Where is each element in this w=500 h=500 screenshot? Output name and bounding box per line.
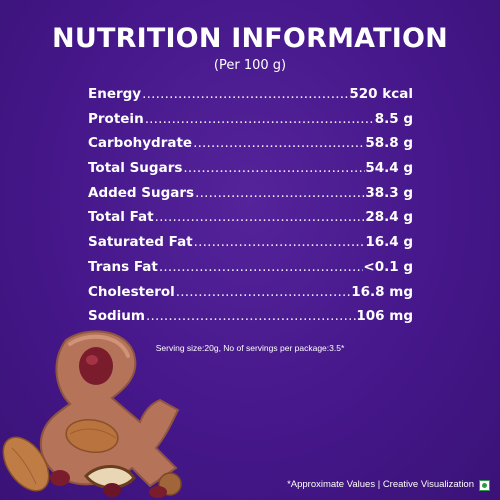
dot-leader: ........................................… <box>175 283 351 300</box>
nutrient-value: 58.8 g <box>365 135 413 152</box>
page-title: NUTRITION INFORMATION <box>52 23 448 54</box>
nutrient-name: Cholesterol <box>88 283 175 300</box>
dot-leader: ........................................… <box>158 258 364 275</box>
nutrient-value: 28.4 g <box>365 209 413 226</box>
chocolate-ampersand-with-nuts-icon <box>2 330 182 498</box>
dot-leader: ........................................… <box>193 135 365 152</box>
dot-leader: ........................................… <box>195 184 365 201</box>
nutrient-table: Energy .................................… <box>88 86 413 333</box>
nutrient-value: 16.8 mg <box>351 283 413 300</box>
nutrient-name: Saturated Fat <box>88 234 193 251</box>
nutrient-name: Protein <box>88 110 144 127</box>
nutrient-row-trans-fat: Trans Fat ..............................… <box>88 259 413 284</box>
nutrient-value: 8.5 g <box>374 110 413 127</box>
page-subtitle: (Per 100 g) <box>213 58 287 73</box>
nutrient-row-carbohydrate: Carbohydrate ...........................… <box>88 135 413 160</box>
serving-size-note: Serving size:20g, No of servings per pac… <box>155 343 345 353</box>
nutrient-name: Sodium <box>88 308 145 325</box>
nutrient-value: 106 mg <box>356 308 413 325</box>
footer-disclaimer: *Approximate Values | Creative Visualiza… <box>287 478 490 492</box>
veg-symbol-icon <box>479 479 490 491</box>
nutrient-name: Total Sugars <box>88 160 183 177</box>
nutrient-name: Added Sugars <box>88 184 195 201</box>
dot-leader: ........................................… <box>142 86 349 102</box>
nutrient-row-saturated-fat: Saturated Fat ..........................… <box>88 234 413 259</box>
nutrient-row-added-sugars: Added Sugars ...........................… <box>88 185 413 210</box>
nutrient-value: 16.4 g <box>365 234 413 251</box>
dot-leader: ........................................… <box>183 160 365 177</box>
nutrient-row-total-fat: Total Fat ..............................… <box>88 209 413 234</box>
nutrient-name: Carbohydrate <box>88 135 193 152</box>
nutrient-name: Trans Fat <box>88 258 158 275</box>
nutrient-name: Energy <box>88 86 142 102</box>
nutrient-row-energy: Energy .................................… <box>88 86 413 111</box>
nutrient-value: <0.1 g <box>363 258 413 275</box>
nutrient-value: 38.3 g <box>365 184 413 201</box>
nutrient-row-protein: Protein ................................… <box>88 111 413 136</box>
dot-leader: ........................................… <box>145 308 356 325</box>
nutrient-row-total-sugars: Total Sugars ...........................… <box>88 160 413 185</box>
nutrient-row-cholesterol: Cholesterol ............................… <box>88 284 413 309</box>
dot-leader: ........................................… <box>154 209 366 226</box>
dot-leader: ........................................… <box>193 234 366 251</box>
nutrient-name: Total Fat <box>88 209 154 226</box>
nutrient-value: 520 kcal <box>349 86 413 102</box>
nutrient-row-sodium: Sodium .................................… <box>88 308 413 333</box>
dot-leader: ........................................… <box>144 110 375 127</box>
disclaimer-text: *Approximate Values | Creative Visualiza… <box>287 479 474 490</box>
nutrient-value: 54.4 g <box>365 160 413 177</box>
